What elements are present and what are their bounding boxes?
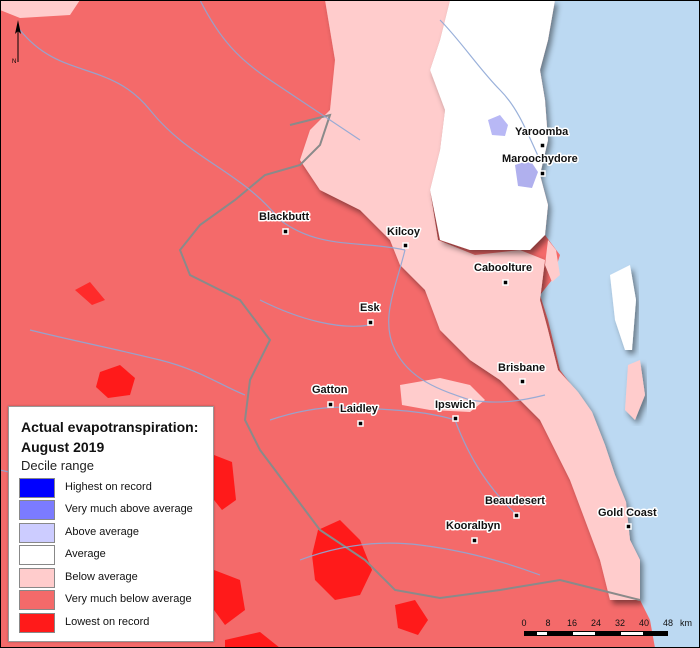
region-below-average-patch-1 (378, 160, 405, 210)
region-below-average-patch-3 (0, 0, 80, 18)
legend-label: Average (65, 548, 106, 560)
svg-text:Esk: Esk (360, 302, 380, 314)
region-lowest-record-2 (75, 282, 105, 305)
svg-text:Brisbane: Brisbane (498, 362, 545, 374)
region-lowest-record-3 (312, 520, 372, 600)
legend-swatch (19, 545, 55, 565)
scale-segment (524, 631, 536, 636)
scale-segment (596, 631, 620, 636)
svg-text:Gold Coast: Gold Coast (598, 507, 657, 519)
svg-text:Beaudesert: Beaudesert (485, 495, 545, 507)
legend-label: Lowest on record (65, 616, 150, 628)
region-below-average-north (300, 0, 640, 600)
town-markers: Yaroomba Maroochydore Blackbutt Kilcoy C… (258, 125, 659, 544)
svg-text:Kooralbyn: Kooralbyn (446, 520, 501, 532)
north-arrow-icon (15, 20, 21, 34)
north-label: N (12, 59, 16, 65)
legend-label: Below average (65, 571, 138, 583)
svg-text:Gatton: Gatton (312, 384, 348, 396)
legend-title-line2: August 2019 (21, 439, 105, 455)
legend-title-line1: Actual evapotranspiration: (21, 419, 199, 435)
north-arrow: N (12, 20, 21, 65)
svg-text:Kilcoy: Kilcoy (387, 226, 421, 238)
legend-panel: Actual evapotranspiration: August 2019 D… (8, 406, 214, 642)
scale-tick: 32 (614, 618, 626, 628)
region-lowest-record-1 (96, 365, 135, 398)
town-gatton: Gatton (311, 383, 349, 408)
town-kooralbyn: Kooralbyn (445, 519, 502, 544)
region-lowest-record-5 (214, 570, 245, 625)
scale-tick: 8 (545, 618, 551, 628)
island-stradbroke (625, 360, 645, 420)
scale-unit: km (680, 618, 692, 628)
legend-subtitle: Decile range (21, 458, 94, 473)
town-blackbutt: Blackbutt (258, 210, 311, 235)
town-beaudesert: Beaudesert (484, 494, 547, 519)
scale-tick: 48 (662, 618, 674, 628)
scale-segment (644, 631, 668, 636)
island-moreton (610, 265, 636, 350)
legend-swatch (19, 523, 55, 543)
region-above-average-2 (515, 160, 538, 188)
legend-swatch (19, 568, 55, 588)
svg-text:Caboolture: Caboolture (474, 262, 532, 274)
town-maroochydore: Maroochydore (501, 152, 579, 177)
region-lowest-record-6 (395, 600, 428, 635)
svg-text:Ipswich: Ipswich (435, 399, 476, 411)
scale-tick: 0 (521, 618, 527, 628)
island-bribie (545, 240, 560, 282)
scale-segment (572, 631, 596, 636)
svg-text:Blackbutt: Blackbutt (259, 211, 309, 223)
region-lowest-record-7 (225, 632, 280, 648)
svg-text:Maroochydore: Maroochydore (502, 153, 578, 165)
town-laidley: Laidley (339, 402, 380, 427)
legend-item-very-much-above: Very much above average (19, 500, 209, 522)
legend-item-average: Average (19, 545, 209, 567)
town-brisbane: Brisbane (497, 361, 547, 385)
region-above-average-1 (488, 115, 508, 136)
legend-swatch (19, 590, 55, 610)
legend-swatch (19, 613, 55, 633)
town-caboolture: Caboolture (473, 261, 534, 286)
scale-tick: 40 (638, 618, 650, 628)
scale-segment (536, 631, 548, 636)
town-yaroomba: Yaroomba (514, 125, 571, 149)
legend-item-lowest: Lowest on record (19, 613, 209, 635)
legend-swatch (19, 478, 55, 498)
scale-bar: 0 8 16 24 32 40 48 km (520, 618, 692, 642)
svg-text:Laidley: Laidley (340, 403, 379, 415)
scale-tick: 24 (590, 618, 602, 628)
region-below-average-patch-2 (400, 378, 485, 412)
town-kilcoy: Kilcoy (386, 225, 422, 249)
legend-label: Very much below average (65, 593, 192, 605)
legend-item-above: Above average (19, 523, 209, 545)
town-ipswich: Ipswich (434, 398, 477, 422)
catchment-boundary (178, 113, 641, 601)
legend-swatch (19, 500, 55, 520)
legend-label: Highest on record (65, 481, 152, 493)
scale-tick: 16 (566, 618, 578, 628)
svg-text:Yaroomba: Yaroomba (515, 126, 569, 138)
town-esk: Esk (359, 301, 382, 326)
legend-label: Very much above average (65, 503, 193, 515)
legend-item-very-much-below: Very much below average (19, 590, 209, 612)
scale-segment (548, 631, 572, 636)
legend-title: Actual evapotranspiration: August 2019 (21, 417, 198, 457)
legend-item-below: Below average (19, 568, 209, 590)
legend-item-highest: Highest on record (19, 478, 209, 500)
legend-label: Above average (65, 526, 139, 538)
town-gold-coast: Gold Coast (597, 506, 659, 530)
scale-segment (620, 631, 644, 636)
region-lowest-record-4 (214, 455, 236, 510)
